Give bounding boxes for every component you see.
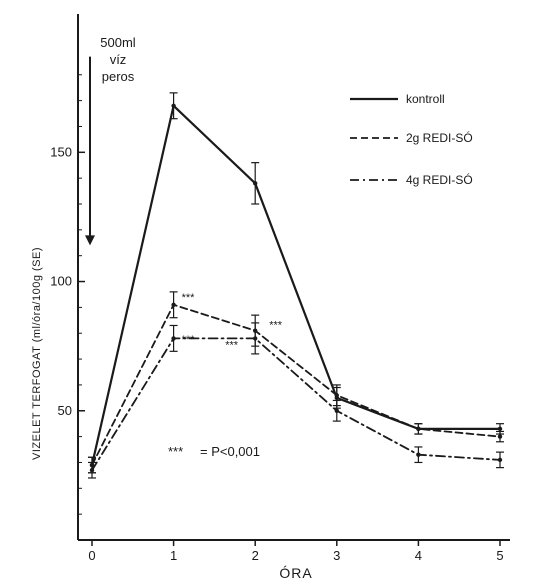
- significance-label: ***: [182, 292, 196, 304]
- annotation-line-2: víz: [110, 52, 127, 67]
- data-point: [334, 408, 339, 413]
- y-tick-label: 150: [50, 144, 72, 159]
- series-0: [88, 92, 504, 474]
- x-tick-label: 4: [415, 548, 422, 563]
- x-tick-label: 2: [252, 548, 259, 563]
- y-tick-label: 100: [50, 274, 72, 289]
- y-tick-label: 50: [58, 403, 72, 418]
- legend-label-4g: 4g REDI-SÓ: [406, 172, 473, 187]
- series-line: [91, 337, 501, 472]
- data-point: [334, 393, 339, 398]
- annotation-line-1: 500ml: [100, 35, 136, 50]
- significance-markers: *** *** *** ***: [182, 292, 283, 352]
- data-point: [416, 426, 421, 432]
- data-point: [253, 181, 258, 186]
- annotation-line-3: peros: [102, 69, 135, 84]
- y-axis-label: VIZELET TERFOGAT (ml/óra/100g (SE): [31, 247, 43, 460]
- series-line: [90, 104, 502, 467]
- x-ticks: 0 1 2 3 4 5: [88, 540, 504, 563]
- data-point: [497, 426, 503, 432]
- series-2: [88, 322, 504, 479]
- x-tick-label: 3: [333, 548, 340, 563]
- significance-label: ***: [225, 339, 239, 351]
- significance-legend: *** = P<0,001: [168, 444, 260, 459]
- x-tick-label: 0: [88, 548, 95, 563]
- x-tick-label: 1: [170, 548, 177, 563]
- data-point: [416, 452, 421, 457]
- data-point: [171, 302, 176, 307]
- legend-label-kontroll: kontroll: [406, 92, 445, 106]
- data-point: [497, 434, 503, 439]
- axes: [77, 14, 510, 541]
- legend-label-2g: 2g REDI-SÓ: [406, 130, 473, 145]
- data-point: [253, 336, 258, 341]
- water-load-annotation: 500ml víz peros: [85, 35, 136, 246]
- series-1: [88, 291, 504, 474]
- annotation-arrowhead-icon: [85, 235, 95, 246]
- y-ticks: 50 100 150: [50, 74, 85, 515]
- series-layer: [88, 92, 504, 479]
- significance-legend-text: = P<0,001: [200, 444, 260, 459]
- data-point: [171, 336, 176, 341]
- significance-label: ***: [269, 320, 283, 332]
- data-point: [171, 103, 176, 108]
- legend: kontroll 2g REDI-SÓ 4g REDI-SÓ: [350, 92, 473, 187]
- x-tick-label: 5: [496, 548, 503, 563]
- series-line: [91, 303, 501, 466]
- x-axis-label: ÓRA: [279, 565, 312, 580]
- data-point: [497, 457, 503, 463]
- data-point: [89, 468, 95, 473]
- significance-legend-marker: ***: [168, 444, 183, 459]
- significance-label: ***: [182, 334, 196, 346]
